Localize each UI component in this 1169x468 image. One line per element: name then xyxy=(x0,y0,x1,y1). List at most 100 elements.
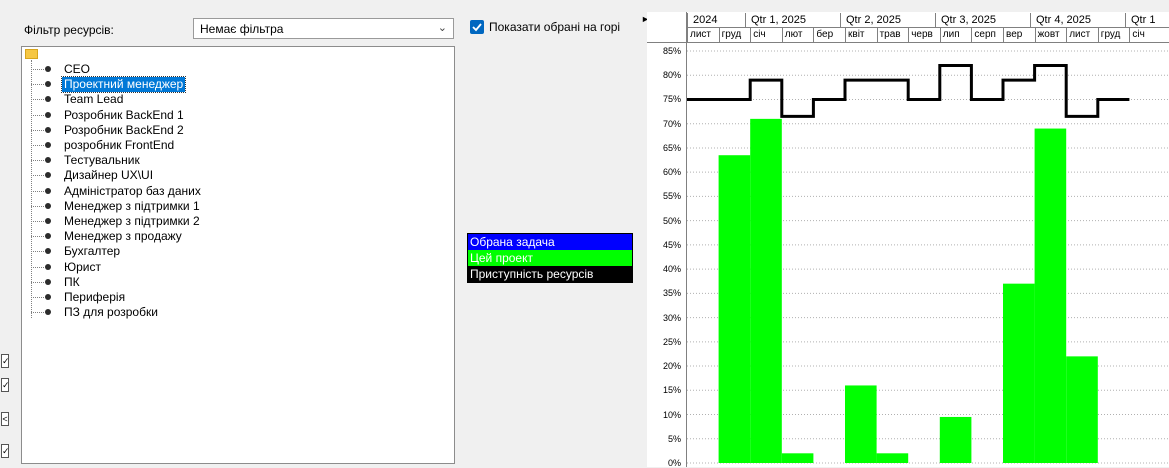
y-tick-label: 80% xyxy=(662,70,681,81)
resource-filter-label: Фільтр ресурсів: xyxy=(24,23,114,37)
resource-graph: 2024 Qtr 1, 2025 Qtr 2, 2025 Qtr 3, 2025… xyxy=(647,12,1169,468)
timescale-month: груд xyxy=(718,28,751,42)
resource-name: Менеджер з підтримки 2 xyxy=(64,214,200,228)
resource-filter-dropdown[interactable]: Немає фільтра ⌄ xyxy=(193,18,454,39)
tree-connector xyxy=(31,205,44,207)
bullet-icon xyxy=(45,142,51,148)
resource-name: Розробник BackEnd 1 xyxy=(64,107,184,122)
resource-name: Адміністратор баз даних xyxy=(64,183,201,198)
folder-icon xyxy=(25,49,38,59)
view-icon-3[interactable]: < xyxy=(1,412,9,426)
timescale-month: квіт xyxy=(845,28,877,42)
resource-name: CEO xyxy=(64,62,91,76)
timescale-period: Qtr 4, 2025 xyxy=(1030,13,1125,27)
checkmark-icon xyxy=(472,23,482,32)
timescale-period: Qtr 2, 2025 xyxy=(840,13,935,27)
resource-tree[interactable]: CEO Проектний менеджер Team Lead Розробник … xyxy=(21,46,455,464)
bullet-icon xyxy=(45,111,51,118)
tree-connector xyxy=(31,99,44,101)
legend-this-project: Цей проект xyxy=(468,250,632,266)
show-selected-on-top-label: Показати обрані на горі xyxy=(489,20,621,34)
tree-connector xyxy=(31,190,44,192)
timescale-month: лист xyxy=(687,28,719,42)
bullet-icon xyxy=(45,96,51,103)
view-icon-4[interactable]: ✓ xyxy=(1,444,10,458)
tree-connector xyxy=(31,114,44,116)
y-tick-label: 25% xyxy=(662,336,681,347)
timescale-period: Qtr 1, 2025 xyxy=(745,13,840,27)
left-toolbar-strip: ✓ ✓ < ✓ xyxy=(0,0,10,467)
timescale-period: 2024 xyxy=(687,13,745,27)
usage-bar xyxy=(1066,356,1098,463)
resource-name: Проектний менеджер xyxy=(60,76,187,94)
tree-connector xyxy=(31,266,44,268)
resource-filter-bar: Фільтр ресурсів: Немає фільтра ⌄ xyxy=(12,12,455,45)
timescale-month: вер xyxy=(1003,28,1035,42)
y-tick-label: 45% xyxy=(662,239,681,250)
tree-connector xyxy=(31,297,44,298)
bullet-icon xyxy=(45,187,51,194)
tree-connector xyxy=(31,175,44,177)
bullet-icon xyxy=(45,294,51,300)
timescale: 2024 Qtr 1, 2025 Qtr 2, 2025 Qtr 3, 2025… xyxy=(647,12,1169,43)
legend-selected-task: Обрана задача xyxy=(468,234,632,250)
resource-name: Розробник BackEnd 2 xyxy=(64,122,184,137)
bullet-icon xyxy=(45,263,51,270)
tree-connector xyxy=(31,251,44,253)
legend-resource-availability: Приступність ресурсів xyxy=(468,266,632,282)
resource-name: розробник FrontEnd xyxy=(64,138,175,152)
timescale-month: січ xyxy=(1129,28,1161,42)
bullet-icon xyxy=(45,278,51,285)
bullet-icon xyxy=(45,202,51,209)
timescale-month: лип xyxy=(939,28,972,42)
chevron-down-icon: ⌄ xyxy=(437,22,447,34)
tree-connector xyxy=(31,60,32,318)
resource-name: Менеджер з продажу xyxy=(64,229,182,244)
timescale-month: груд xyxy=(1097,28,1130,42)
bullet-icon xyxy=(45,233,51,240)
timescale-month: бер xyxy=(813,28,845,42)
timescale-month: лют xyxy=(781,28,814,42)
y-tick-label: 15% xyxy=(662,385,681,396)
bullet-icon xyxy=(45,157,51,164)
bullet-icon xyxy=(45,126,51,133)
y-axis: 85% 80% 75% 70% 65% 60% 55% 50% 45% 40% 35% 30% 25% 2… xyxy=(647,43,687,468)
bullet-icon xyxy=(45,248,51,255)
resource-name: Юрист xyxy=(64,259,101,274)
y-tick-label: 10% xyxy=(662,409,681,420)
y-tick-label: 60% xyxy=(662,167,681,178)
availability-line xyxy=(687,64,1130,118)
bullet-icon xyxy=(45,218,51,224)
usage-bar xyxy=(845,385,877,463)
view-icon-1[interactable]: ✓ xyxy=(1,354,10,368)
tree-connector xyxy=(31,145,44,146)
y-tick-label: 65% xyxy=(662,142,681,153)
timescale-divider xyxy=(687,27,1169,28)
y-tick-label: 70% xyxy=(662,118,681,129)
timescale-month: жовт xyxy=(1034,28,1067,42)
timescale-month: лист xyxy=(1066,28,1098,42)
usage-bar xyxy=(750,118,782,463)
y-tick-label: 40% xyxy=(662,264,681,275)
pane-splitter[interactable] xyxy=(640,12,646,467)
resource-name: Бухгалтер xyxy=(64,244,121,259)
resource-name: ПК xyxy=(64,274,80,289)
timescale-month: серп xyxy=(971,28,1003,42)
y-tick-label: 20% xyxy=(662,361,681,372)
usage-bar xyxy=(1034,128,1067,463)
resource-usage-plot xyxy=(687,50,1169,464)
y-tick-label: 75% xyxy=(662,94,681,105)
usage-bar xyxy=(718,155,751,463)
resource-name: Дизайнер UX\UI xyxy=(64,168,154,183)
bullet-icon xyxy=(45,172,51,179)
resource-name: ПЗ для розробки xyxy=(64,305,158,320)
usage-bar xyxy=(939,416,972,463)
show-selected-on-top-checkbox[interactable] xyxy=(470,20,484,34)
bullet-icon xyxy=(45,66,51,72)
bullet-icon xyxy=(45,309,51,316)
view-icon-2[interactable]: ✓ xyxy=(1,378,10,392)
tree-connector xyxy=(31,84,44,86)
tree-connector xyxy=(31,221,44,222)
usage-bar xyxy=(876,453,909,463)
resource-filter-value: Немає фільтра xyxy=(200,22,284,36)
